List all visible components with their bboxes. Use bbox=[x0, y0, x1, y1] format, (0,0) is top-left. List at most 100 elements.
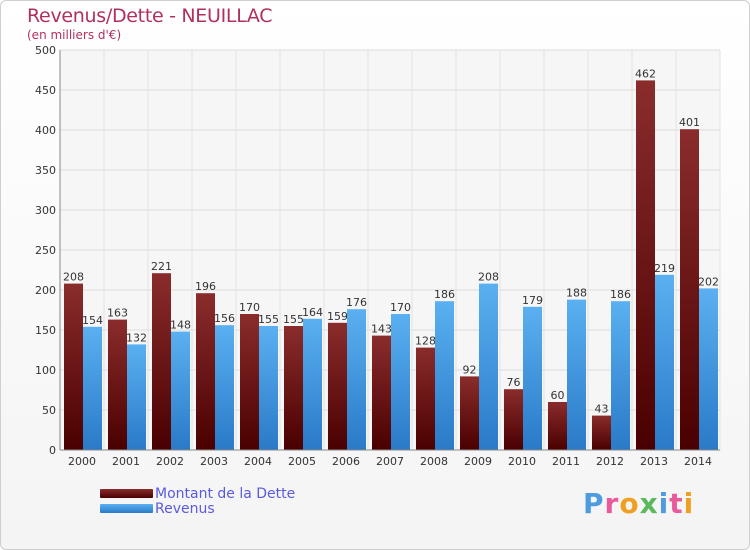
data-label: 43 bbox=[595, 403, 609, 416]
data-label: 60 bbox=[551, 389, 565, 402]
bar-dette bbox=[240, 314, 259, 450]
bar-dette bbox=[328, 322, 347, 450]
data-label: 159 bbox=[327, 310, 348, 323]
x-tick-label: 2011 bbox=[552, 455, 580, 468]
data-label: 186 bbox=[610, 288, 631, 301]
y-axis: 0 50 100 150 200 250 300 350 400 450 500 bbox=[35, 44, 61, 457]
legend: Montant de la Dette Revenus bbox=[100, 485, 296, 517]
y-tick-label: 500 bbox=[35, 44, 56, 57]
chart-title: Revenus/Dette - NEUILLAC bbox=[27, 5, 273, 27]
data-label: 163 bbox=[107, 307, 128, 320]
bar-revenus bbox=[347, 309, 366, 450]
bar-revenus bbox=[259, 326, 278, 450]
bar-revenus bbox=[699, 288, 718, 450]
y-tick-label: 450 bbox=[35, 84, 56, 97]
data-label: 170 bbox=[239, 301, 260, 314]
y-tick-label: 0 bbox=[49, 444, 56, 457]
data-label: 143 bbox=[371, 323, 392, 336]
x-tick-label: 2014 bbox=[684, 455, 712, 468]
bar-revenus bbox=[391, 314, 410, 450]
y-tick-label: 400 bbox=[35, 124, 56, 137]
data-label: 156 bbox=[214, 312, 235, 325]
bar-revenus bbox=[303, 318, 322, 450]
legend-label-revenus: Revenus bbox=[155, 500, 215, 517]
data-label: 208 bbox=[478, 271, 499, 284]
bar-revenus bbox=[435, 301, 454, 450]
bar-dette bbox=[196, 293, 215, 450]
bar-revenus bbox=[127, 344, 146, 450]
bar-dette bbox=[416, 347, 435, 450]
data-label: 92 bbox=[463, 363, 477, 376]
data-label: 155 bbox=[258, 313, 279, 326]
x-tick-label: 2001 bbox=[112, 455, 140, 468]
x-tick-label: 2007 bbox=[376, 455, 404, 468]
y-tick-label: 250 bbox=[35, 244, 56, 257]
bar-revenus bbox=[655, 274, 674, 450]
data-label: 155 bbox=[283, 313, 304, 326]
bar-revenus bbox=[611, 301, 630, 450]
y-tick-label: 300 bbox=[35, 204, 56, 217]
legend-item-revenus: Revenus bbox=[100, 500, 295, 517]
proxiti-logo: Proxiti bbox=[583, 487, 695, 520]
bar-dette bbox=[284, 326, 303, 450]
bar-dette bbox=[548, 402, 567, 450]
chart-subtitle: (en milliers d'€) bbox=[27, 28, 122, 42]
legend-item-dette: Montant de la Dette bbox=[100, 485, 296, 502]
legend-swatch-revenus bbox=[100, 504, 153, 513]
data-label: 208 bbox=[63, 271, 84, 284]
data-label: 401 bbox=[679, 116, 700, 129]
data-label: 188 bbox=[566, 287, 587, 300]
bar-dette bbox=[372, 335, 391, 450]
bar-dette bbox=[460, 376, 479, 450]
x-tick-label: 2004 bbox=[244, 455, 272, 468]
y-tick-label: 100 bbox=[35, 364, 56, 377]
legend-label-dette: Montant de la Dette bbox=[155, 485, 296, 502]
x-tick-label: 2006 bbox=[332, 455, 360, 468]
bar-revenus bbox=[523, 306, 542, 450]
data-label: 186 bbox=[434, 288, 455, 301]
data-label: 179 bbox=[522, 294, 543, 307]
bar-dette bbox=[64, 283, 83, 450]
bar-revenus bbox=[215, 325, 234, 450]
bar-revenus bbox=[83, 326, 102, 450]
x-tick-label: 2012 bbox=[596, 455, 624, 468]
x-axis: 2000 2001 2002 2003 2004 2005 2006 2007 2008 2009… bbox=[60, 449, 720, 468]
x-tick-label: 2013 bbox=[640, 455, 668, 468]
x-tick-label: 2008 bbox=[420, 455, 448, 468]
data-label: 76 bbox=[507, 376, 521, 389]
x-tick-label: 2010 bbox=[508, 455, 536, 468]
bar-dette bbox=[592, 415, 611, 450]
data-label: 462 bbox=[635, 67, 656, 80]
x-tick-label: 2003 bbox=[200, 455, 228, 468]
data-label: 202 bbox=[698, 275, 719, 288]
data-label: 154 bbox=[82, 314, 103, 327]
y-tick-label: 150 bbox=[35, 324, 56, 337]
bar-dette bbox=[152, 273, 171, 450]
bar-dette bbox=[504, 389, 523, 450]
data-label: 148 bbox=[170, 319, 191, 332]
bar-dette bbox=[636, 80, 655, 451]
y-tick-label: 200 bbox=[35, 284, 56, 297]
bar-revenus bbox=[479, 283, 498, 450]
data-label: 132 bbox=[126, 331, 147, 344]
x-tick-label: 2009 bbox=[464, 455, 492, 468]
x-tick-label: 2000 bbox=[68, 455, 96, 468]
data-label: 128 bbox=[415, 335, 436, 348]
data-label: 164 bbox=[302, 306, 323, 319]
x-tick-label: 2005 bbox=[288, 455, 316, 468]
data-label: 219 bbox=[654, 262, 675, 275]
bar-revenus bbox=[171, 331, 190, 450]
bar-dette bbox=[680, 129, 699, 450]
data-label: 176 bbox=[346, 296, 367, 309]
bar-revenus bbox=[567, 299, 586, 450]
x-tick-label: 2002 bbox=[156, 455, 184, 468]
y-tick-label: 350 bbox=[35, 164, 56, 177]
data-label: 170 bbox=[390, 301, 411, 314]
data-label: 221 bbox=[151, 260, 172, 273]
data-label: 196 bbox=[195, 280, 216, 293]
y-tick-label: 50 bbox=[42, 404, 56, 417]
bar-dette bbox=[108, 319, 127, 450]
legend-swatch-dette bbox=[100, 489, 153, 498]
